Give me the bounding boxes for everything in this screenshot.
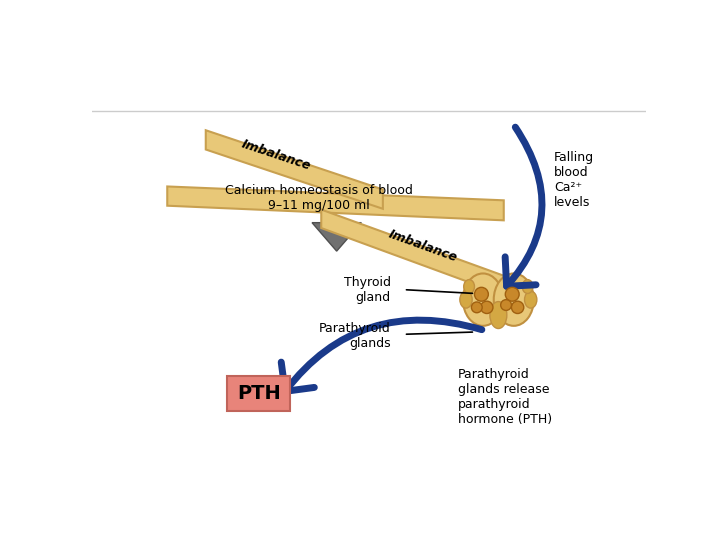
Ellipse shape — [490, 301, 507, 328]
Polygon shape — [167, 186, 504, 220]
Ellipse shape — [494, 273, 534, 326]
Text: Calcium homeostasis of blood
9–11 mg/100 ml: Calcium homeostasis of blood 9–11 mg/100… — [225, 184, 413, 212]
Text: Parathyroid
glands: Parathyroid glands — [319, 322, 390, 350]
Ellipse shape — [525, 291, 537, 308]
FancyArrowPatch shape — [282, 320, 482, 392]
Polygon shape — [312, 222, 361, 251]
Ellipse shape — [463, 273, 503, 326]
Text: Imbalance: Imbalance — [240, 138, 313, 173]
FancyBboxPatch shape — [228, 376, 290, 411]
Ellipse shape — [460, 291, 472, 308]
Circle shape — [481, 301, 493, 314]
Circle shape — [500, 300, 511, 310]
Circle shape — [505, 287, 519, 301]
Ellipse shape — [464, 280, 474, 294]
Circle shape — [474, 287, 488, 301]
Ellipse shape — [522, 280, 533, 294]
Text: Parathyroid
glands release
parathyroid
hormone (PTH): Parathyroid glands release parathyroid h… — [457, 368, 552, 427]
FancyArrowPatch shape — [505, 127, 542, 286]
Text: PTH: PTH — [237, 384, 281, 403]
Text: Imbalance: Imbalance — [387, 227, 459, 264]
Circle shape — [511, 301, 523, 314]
Polygon shape — [206, 130, 383, 209]
Circle shape — [472, 302, 482, 313]
Text: Thyroid
gland: Thyroid gland — [343, 275, 390, 303]
Text: Falling
blood
Ca²⁺
levels: Falling blood Ca²⁺ levels — [554, 151, 594, 210]
Polygon shape — [321, 210, 506, 296]
